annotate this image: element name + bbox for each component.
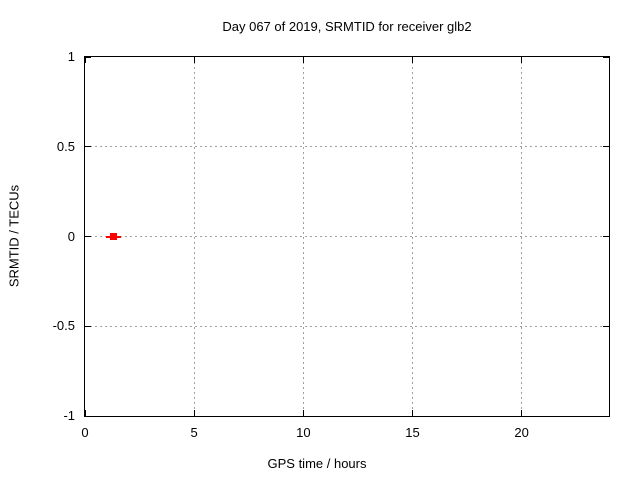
y-tick-mark-right: [603, 236, 609, 237]
y-axis-label: SRMTID / TECUs: [6, 184, 22, 288]
x-tick-label: 20: [514, 425, 529, 440]
chart-title: Day 067 of 2019, SRMTID for receiver glb…: [222, 19, 472, 34]
y-tick-mark-left: [85, 146, 91, 148]
x-tick-mark-bottom: [84, 410, 86, 416]
y-tick-mark-right: [603, 146, 609, 148]
data-point-marker: [109, 233, 117, 240]
x-tick-mark-bottom: [412, 410, 413, 416]
y-tick-label: 1: [67, 49, 75, 64]
y-tick-label: -1: [63, 408, 75, 423]
x-tick-label: 0: [81, 425, 89, 440]
x-tick-label: 15: [405, 425, 420, 440]
x-tick-mark-top: [193, 57, 195, 63]
y-tick-label: 0.5: [56, 138, 75, 154]
y-tick-label: -0.5: [52, 318, 75, 334]
y-tick-mark-left: [85, 325, 91, 327]
x-tick-label: 10: [296, 425, 311, 440]
x-tick-mark-top: [521, 57, 523, 63]
x-tick-mark-top: [84, 57, 86, 63]
y-tick-mark-right: [603, 325, 609, 327]
x-tick-mark-top: [302, 57, 304, 63]
y-tick-mark-left: [85, 56, 91, 58]
x-tick-label: 5: [190, 425, 198, 440]
y-gridline: [85, 236, 609, 237]
y-tick-mark-left: [85, 415, 91, 417]
y-gridline: [85, 325, 609, 327]
y-tick-label: 0: [67, 228, 75, 244]
y-tick-mark-left: [85, 236, 91, 237]
x-tick-mark-bottom: [193, 410, 195, 416]
x-axis-label: GPS time / hours: [267, 456, 367, 471]
x-tick-mark-bottom: [521, 410, 523, 416]
y-tick-mark-right: [603, 415, 609, 417]
y-tick-mark-right: [603, 56, 609, 58]
x-tick-mark-top: [412, 57, 413, 63]
plot-area: 0 5 10 15 20 -1 -0.5 0 0.5 1: [53, 50, 610, 440]
x-tick-mark-bottom: [302, 410, 304, 416]
y-gridline: [85, 146, 609, 148]
